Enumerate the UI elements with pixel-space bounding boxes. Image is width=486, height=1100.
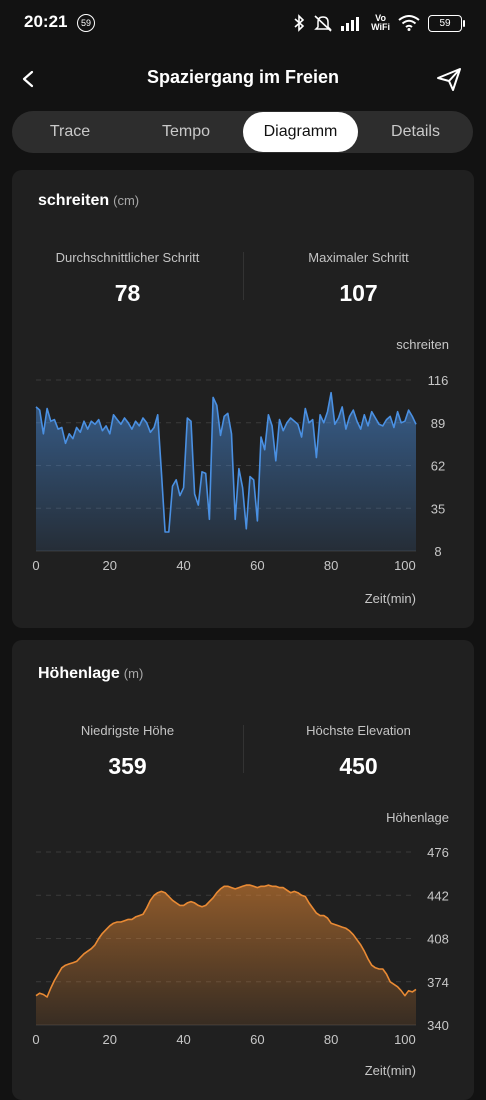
notification-badge: 59 (77, 14, 95, 32)
page-title: Spaziergang im Freien (146, 67, 340, 87)
y-tick-label: 116 (428, 373, 449, 388)
stride-max-value: 107 (339, 280, 378, 306)
back-arrow-icon[interactable] (18, 64, 48, 94)
elevation-unit: (m) (123, 666, 144, 681)
x-tick-label: 0 (32, 558, 39, 573)
stride-title-text: schreiten (38, 192, 110, 209)
x-tick-label: 60 (250, 558, 264, 573)
elevation-max-stat: Höchste Elevation 450 (243, 723, 474, 780)
x-tick-label: 80 (324, 558, 338, 573)
series-line (35, 884, 417, 998)
x-tick-label: 100 (394, 1032, 416, 1047)
stride-card-title: schreiten (cm) (38, 192, 139, 210)
elevation-min-label: Niedrigste Höhe (80, 723, 175, 738)
elevation-max-value: 450 (339, 753, 378, 779)
elevation-chart: 476 442 408 374 340 0 20 40 60 80 100 Höhenlage Zeit… (32, 810, 449, 1078)
elevation-min-stat: Niedrigste Höhe 359 (12, 723, 243, 780)
x-axis-title: Zeit(min) (365, 591, 416, 606)
series-area (36, 392, 416, 551)
share-send-icon[interactable] (434, 64, 464, 94)
status-icons: Vo WiFi 59 (293, 12, 465, 34)
stride-max-stat: Maximaler Schritt 107 (243, 250, 474, 307)
tab-details[interactable]: Details (391, 123, 440, 140)
x-tick-label: 40 (176, 558, 190, 573)
status-bar: 20:21 59 Vo WiFi 59 (0, 0, 486, 46)
app-header: Spaziergang im Freien (0, 50, 486, 106)
y-tick-label: 476 (427, 845, 449, 860)
tab-tempo[interactable]: Tempo (161, 123, 211, 140)
stride-unit: (cm) (113, 193, 140, 208)
stride-avg-stat: Durchschnittlicher Schritt 78 (12, 250, 243, 307)
battery-indicator: 59 (428, 14, 465, 32)
stride-card: schreiten (cm) Durchschnittlicher Schritt… (12, 170, 474, 628)
y-tick-label: 442 (427, 888, 449, 903)
tab-diagramm[interactable]: Diagramm (243, 112, 358, 152)
series-line (35, 391, 417, 533)
y-tick-label: 35 (431, 501, 445, 516)
elevation-title-text: Höhenlage (38, 665, 120, 682)
stride-avg-label: Durchschnittlicher Schritt (55, 250, 200, 265)
x-tick-label: 60 (250, 1032, 264, 1047)
y-tick-label: 8 (434, 544, 441, 559)
signal-icon (341, 17, 360, 31)
bluetooth-icon (294, 14, 305, 32)
vowifi-label-bottom: WiFi (371, 22, 390, 32)
series-area (36, 885, 416, 1025)
elevation-card: Höhenlage (m) Niedrigste Höhe 359 Höchste… (12, 640, 474, 1100)
x-axis-title: Zeit(min) (365, 1063, 416, 1078)
stride-max-label: Maximaler Schritt (308, 250, 409, 265)
mute-icon (314, 15, 332, 32)
vowifi-label: Vo WiFi (371, 14, 390, 32)
tab-bar: Trace Tempo Diagramm Details (12, 111, 473, 153)
status-time: 20:21 (24, 12, 68, 31)
wifi-icon (398, 15, 420, 31)
y-tick-label: 340 (427, 1018, 449, 1033)
y-axis-title: Höhenlage (386, 810, 449, 825)
y-tick-label: 89 (431, 416, 445, 431)
x-tick-label: 0 (32, 1032, 39, 1047)
x-tick-label: 100 (394, 558, 416, 573)
elevation-card-title: Höhenlage (m) (38, 665, 143, 683)
stride-avg-value: 78 (114, 280, 141, 306)
vowifi-label-top: Vo (375, 13, 386, 23)
y-tick-label: 408 (427, 932, 449, 947)
y-axis-title: schreiten (396, 337, 449, 352)
tab-trace[interactable]: Trace (49, 123, 91, 140)
x-tick-label: 20 (103, 558, 117, 573)
stat-divider (243, 725, 244, 773)
x-tick-label: 80 (324, 1032, 338, 1047)
elevation-max-label: Höchste Elevation (306, 723, 411, 738)
x-tick-label: 40 (176, 1032, 190, 1047)
y-tick-label: 62 (431, 459, 445, 474)
elevation-min-value: 359 (108, 753, 147, 779)
x-tick-label: 20 (103, 1032, 117, 1047)
y-tick-label: 374 (427, 975, 449, 990)
stat-divider (243, 252, 244, 300)
